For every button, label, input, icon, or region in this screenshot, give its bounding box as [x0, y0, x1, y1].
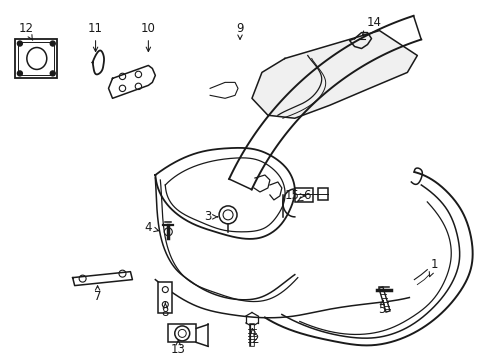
Text: 2: 2	[251, 329, 258, 346]
Bar	[317, 188, 327, 200]
Bar	[294, 188, 312, 202]
Bar	[15, 39, 57, 78]
Circle shape	[50, 41, 55, 46]
Polygon shape	[210, 82, 238, 98]
Circle shape	[18, 71, 22, 76]
Bar	[18, 41, 54, 75]
Text: 4: 4	[144, 221, 158, 234]
Polygon shape	[251, 31, 416, 118]
Text: 5: 5	[377, 300, 385, 316]
Text: 6: 6	[297, 189, 310, 202]
Polygon shape	[73, 272, 132, 285]
Text: 7: 7	[94, 286, 101, 303]
Text: 10: 10	[141, 22, 156, 51]
Circle shape	[18, 41, 22, 46]
Circle shape	[50, 71, 55, 76]
Text: 14: 14	[362, 16, 381, 36]
Bar	[158, 282, 172, 314]
Text: 8: 8	[162, 303, 169, 319]
Text: 3: 3	[204, 210, 217, 223]
Bar	[168, 324, 196, 342]
Text: 15: 15	[284, 189, 305, 202]
Polygon shape	[108, 66, 155, 98]
Text: 11: 11	[88, 22, 103, 51]
Text: 9: 9	[236, 22, 244, 39]
Ellipse shape	[27, 48, 47, 69]
Text: 12: 12	[19, 22, 33, 40]
Text: 1: 1	[428, 258, 437, 277]
Text: 13: 13	[170, 340, 185, 356]
